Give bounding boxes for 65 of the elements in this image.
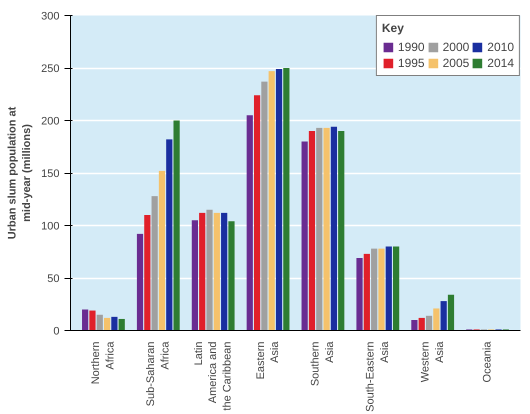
legend-label: 2000 — [442, 40, 470, 54]
bar — [158, 170, 166, 330]
bar — [228, 221, 235, 330]
x-tick-label: South-Eastern Asia — [364, 340, 392, 412]
x-tick-label: Latin America and the Caribbean — [192, 341, 234, 411]
bar — [246, 115, 253, 330]
bar — [386, 246, 392, 330]
y-tick-label: 100 — [41, 220, 60, 232]
bar — [302, 142, 308, 330]
bar — [283, 68, 290, 330]
y-tick-label: 50 — [47, 273, 60, 285]
bar — [393, 246, 400, 330]
bar — [364, 254, 370, 330]
bar — [268, 71, 275, 330]
y-tick-label: 250 — [41, 63, 60, 75]
bar — [118, 318, 125, 330]
bar — [111, 316, 118, 330]
bar — [254, 95, 260, 330]
bar — [378, 248, 385, 330]
x-tick-label: Southern Asia — [310, 340, 336, 386]
x-tick-label: Sub-Saharan Africa — [145, 340, 172, 406]
x-tick-label: Oceania — [482, 340, 494, 382]
y-tick-label: 300 — [41, 10, 60, 22]
bar — [433, 308, 440, 330]
bar — [104, 318, 110, 330]
bar — [440, 301, 447, 330]
bar — [261, 82, 268, 330]
y-axis-title: Urban slum population at mid-year (millions) — [6, 106, 34, 240]
y-tick-label: 150 — [41, 168, 60, 180]
legend-label: 2005 — [442, 56, 470, 70]
bar — [356, 258, 363, 330]
bar — [173, 120, 180, 330]
bar — [308, 131, 316, 330]
bar — [276, 69, 282, 330]
bar — [371, 248, 378, 330]
bar — [206, 210, 213, 330]
bar — [166, 139, 172, 330]
bar — [199, 212, 206, 330]
x-tick-label: Western Asia — [419, 340, 446, 382]
legend-label: 1995 — [398, 56, 425, 70]
x-tick-label: Eastern Asia — [254, 340, 282, 380]
bar — [330, 126, 338, 330]
legend-label: 2010 — [487, 40, 514, 54]
bar — [411, 320, 418, 330]
bar — [144, 215, 150, 330]
y-tick-label: 0 — [53, 326, 60, 338]
legend-label: 2014 — [487, 56, 514, 70]
legend-title: Key — [382, 21, 405, 35]
bar — [448, 294, 454, 330]
bar — [96, 314, 103, 330]
legend-label: 1990 — [398, 40, 425, 54]
bar — [338, 131, 344, 330]
x-tick-label: Northern Africa — [90, 340, 117, 384]
bar — [214, 212, 220, 330]
bar — [221, 212, 228, 330]
bar — [323, 128, 330, 330]
bar — [82, 310, 88, 330]
bar — [418, 318, 425, 330]
bar — [316, 128, 322, 330]
bar — [152, 196, 158, 330]
bar — [89, 310, 96, 330]
y-tick-label: 200 — [41, 116, 60, 128]
bar — [136, 234, 144, 330]
bar — [426, 316, 432, 330]
bar — [192, 220, 198, 330]
